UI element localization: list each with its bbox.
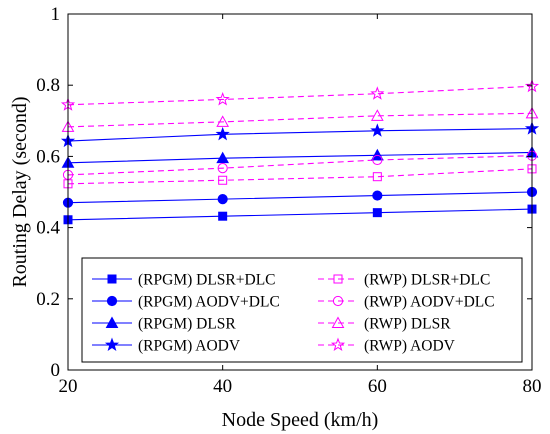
data-point [372, 172, 382, 182]
x-tick-label: 60 [368, 376, 387, 397]
legend-box [81, 257, 523, 363]
data-point [370, 148, 384, 161]
legend-label: (RWP) DLSR+DLC [364, 272, 490, 289]
data-point [215, 126, 230, 141]
series-lines [67, 85, 533, 221]
legend-label: (RWP) AODV+DLC [364, 294, 495, 311]
series-line [67, 151, 533, 164]
data-point [370, 86, 385, 100]
x-axis-title: Node Speed (km/h) [222, 409, 379, 431]
y-tick-label: 0.6 [36, 146, 60, 167]
series-line [67, 128, 533, 142]
legend-marker [333, 274, 343, 284]
series-line [67, 155, 533, 176]
legend-marker [107, 274, 117, 284]
data-point [217, 163, 228, 174]
x-tick-label: 20 [59, 376, 78, 397]
series-markers [60, 78, 540, 225]
data-point [216, 151, 230, 164]
data-point [218, 211, 228, 221]
data-point [215, 91, 230, 106]
legend-marker [106, 295, 118, 307]
legend-label: (RPGM) AODV [138, 338, 241, 355]
data-point [372, 190, 383, 201]
y-tick-label: 1 [51, 4, 61, 25]
data-point [217, 194, 228, 205]
legend-label: (RPGM) DLSR+DLC [138, 272, 276, 289]
legend-marker [104, 337, 120, 352]
data-point [370, 109, 384, 121]
x-tick-label: 40 [213, 376, 232, 397]
y-axis-title: Routing Delay (second) [9, 96, 31, 287]
legend-label: (RWP) AODV [364, 338, 456, 355]
series-line [67, 112, 533, 128]
data-point [370, 123, 385, 137]
series-line [67, 85, 533, 106]
legend-label: (RWP) DLSR [364, 316, 451, 333]
y-tick-label: 0 [51, 360, 61, 381]
data-point [216, 115, 230, 127]
y-tick-label: 0.4 [36, 218, 60, 239]
series-line [67, 191, 533, 204]
legend-label: (RPGM) AODV+DLC [138, 294, 280, 311]
series-line [67, 168, 533, 185]
legend-marker [330, 337, 346, 352]
y-tick-label: 0.2 [36, 289, 60, 310]
legend-marker [332, 295, 344, 307]
series-line [67, 208, 533, 221]
plot-frame [67, 13, 533, 371]
legend-marker [331, 316, 345, 328]
data-point [372, 154, 383, 166]
legend-label: (RPGM) DLSR [138, 316, 236, 333]
y-tick-label: 0.8 [36, 75, 60, 96]
axis-ticks: 20 40 60 80 0 0.2 0.4 0.6 0.8 1 [36, 4, 541, 397]
data-point [372, 208, 382, 218]
data-point [218, 175, 228, 185]
legend: (RPGM) DLSR+DLC (RPGM) AODV+DLC (RPGM) DLS… [81, 257, 523, 363]
x-tick-label: 80 [523, 376, 542, 397]
legend-marker [105, 316, 119, 328]
